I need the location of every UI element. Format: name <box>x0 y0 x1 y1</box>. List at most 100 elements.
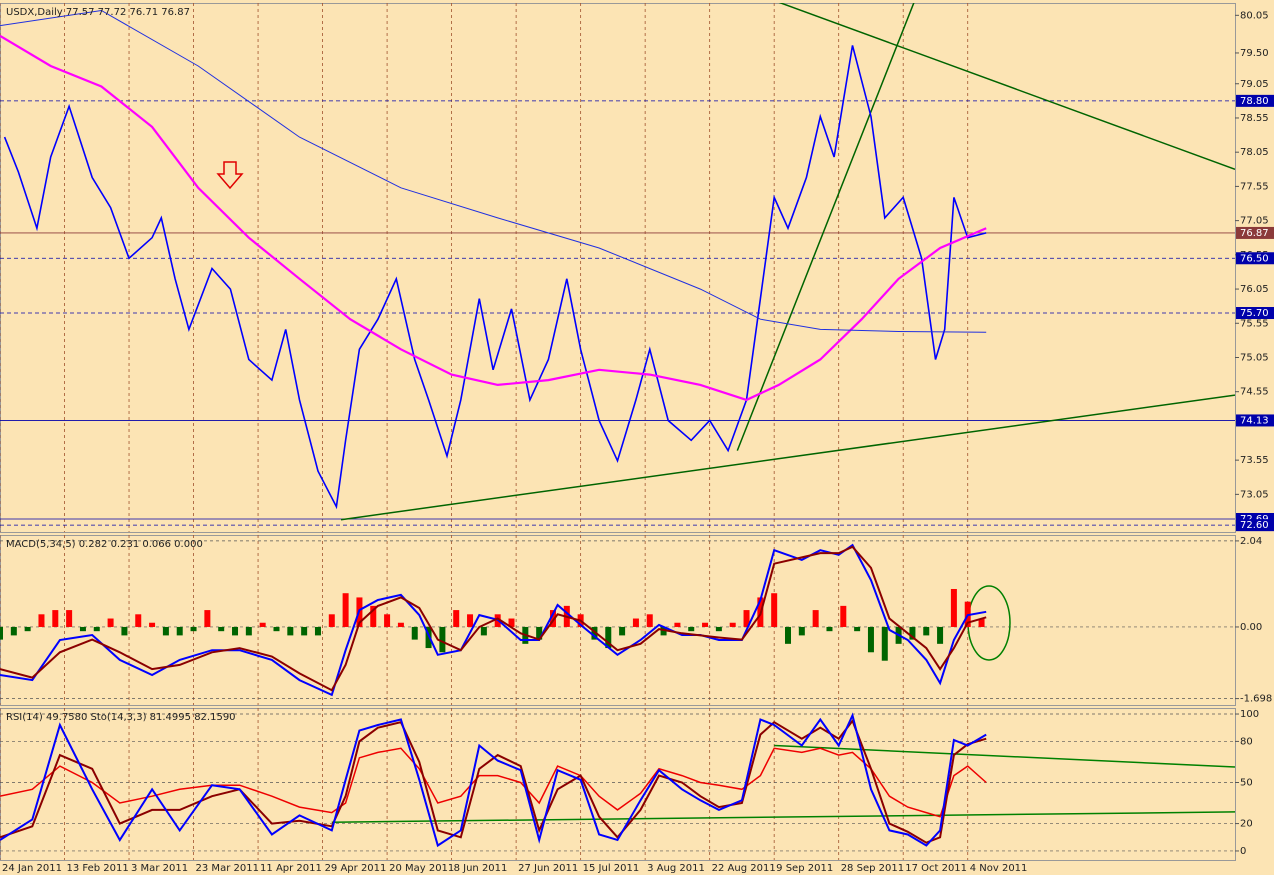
y-tick-label: 74.55 <box>1240 387 1269 398</box>
series-line <box>0 545 987 692</box>
histogram-bar <box>923 626 930 636</box>
histogram-bar <box>660 626 667 636</box>
y-tick-label: 0.00 <box>1240 622 1262 633</box>
pane-plot <box>0 3 1235 532</box>
price-level-label: 76.50 <box>1240 253 1269 264</box>
series-line <box>3 45 987 510</box>
price-level-box <box>1236 226 1274 239</box>
histogram-bar <box>190 626 197 632</box>
histogram-bar <box>287 626 294 636</box>
y-tick-label: 78.05 <box>1240 147 1269 158</box>
histogram-bar <box>162 626 169 636</box>
histogram-bar <box>881 626 888 661</box>
price-level-box <box>1236 252 1274 265</box>
x-tick-label: 17 Oct 2011 <box>905 863 967 874</box>
histogram-bar <box>314 626 321 636</box>
histogram-bar <box>536 626 543 640</box>
main-pane <box>0 3 1236 533</box>
histogram-bar <box>301 626 308 636</box>
histogram-bar <box>715 626 722 632</box>
y-tick-label: 0 <box>1240 846 1246 857</box>
histogram-bar <box>605 626 612 649</box>
histogram-bar <box>674 622 681 627</box>
histogram-bar <box>840 605 847 627</box>
price-level-box <box>1236 94 1274 107</box>
rsi-pane <box>0 708 1236 861</box>
histogram-bar <box>867 626 874 653</box>
histogram-bar <box>52 610 59 627</box>
x-tick-label: 3 Mar 2011 <box>131 863 188 874</box>
pane-plot <box>0 535 1235 705</box>
histogram-bar <box>549 610 556 627</box>
histogram-bar <box>328 614 335 627</box>
histogram-bar <box>107 618 114 627</box>
price-level-label: 75.70 <box>1240 308 1269 319</box>
histogram-bar <box>854 626 861 632</box>
y-tick-label: 78.55 <box>1240 113 1269 124</box>
histogram-bar <box>632 618 639 627</box>
trend-line <box>736 3 915 451</box>
histogram-bar <box>785 626 792 644</box>
histogram-bar <box>135 614 142 627</box>
pane-title: USDX,Daily 77.57 77.72 76.71 76.87 <box>6 7 190 18</box>
histogram-bar <box>397 622 404 627</box>
y-tick-label: 50 <box>1240 777 1253 788</box>
histogram-bar <box>937 626 944 644</box>
price-level-label: 78.80 <box>1240 96 1269 107</box>
histogram-bar <box>66 610 73 627</box>
histogram-bar <box>232 626 239 636</box>
histogram-bar <box>121 626 128 636</box>
x-tick-label: 3 Aug 2011 <box>647 863 705 874</box>
histogram-bar <box>453 610 460 627</box>
series-line <box>0 34 987 402</box>
y-tick-label: 73.05 <box>1240 489 1269 500</box>
histogram-bar <box>467 614 474 627</box>
histogram-bar <box>480 626 487 636</box>
histogram-bar <box>245 626 252 636</box>
histogram-bar <box>978 618 985 627</box>
x-tick-label: 9 Sep 2011 <box>776 863 833 874</box>
y-tick-label: 2.04 <box>1240 536 1262 547</box>
trend-line <box>340 394 1235 521</box>
histogram-bar <box>176 626 183 636</box>
trend-line <box>331 811 1235 823</box>
histogram-bar <box>909 626 916 640</box>
y-tick-label: 79.50 <box>1240 48 1269 59</box>
histogram-bar <box>425 626 432 649</box>
x-tick-label: 27 Jun 2011 <box>518 863 578 874</box>
x-tick-label: 28 Sep 2011 <box>841 863 904 874</box>
histogram-bar <box>342 593 349 627</box>
histogram-bar <box>826 626 833 632</box>
price-level-label: 76.87 <box>1240 228 1269 239</box>
histogram-bar <box>591 626 598 640</box>
x-tick-label: 29 Apr 2011 <box>325 863 387 874</box>
histogram-bar <box>79 626 86 632</box>
price-level-box <box>1236 307 1274 320</box>
histogram-bar <box>411 626 418 640</box>
y-tick-label: 75.55 <box>1240 318 1269 329</box>
pane-title: RSI(14) 49.7580 Sto(14,3,3) 81.4995 82.1… <box>6 712 236 723</box>
price-level-box <box>1236 519 1274 532</box>
x-tick-label: 11 Apr 2011 <box>260 863 322 874</box>
histogram-bar <box>24 626 31 632</box>
histogram-bar <box>439 626 446 653</box>
y-tick-label: 76.05 <box>1240 284 1269 295</box>
histogram-bar <box>729 622 736 627</box>
histogram-bar <box>370 605 377 627</box>
series-line <box>0 747 987 818</box>
histogram-bar <box>259 622 266 627</box>
histogram-bar <box>204 610 211 627</box>
x-tick-label: 4 Nov 2011 <box>970 863 1028 874</box>
histogram-bar <box>0 626 3 640</box>
x-tick-label: 13 Feb 2011 <box>67 863 129 874</box>
histogram-bar <box>743 610 750 627</box>
x-tick-label: 24 Jan 2011 <box>2 863 62 874</box>
y-tick-label: 80.05 <box>1240 10 1269 21</box>
histogram-bar <box>619 626 626 636</box>
histogram-bar <box>950 588 957 627</box>
histogram-bar <box>38 614 45 627</box>
